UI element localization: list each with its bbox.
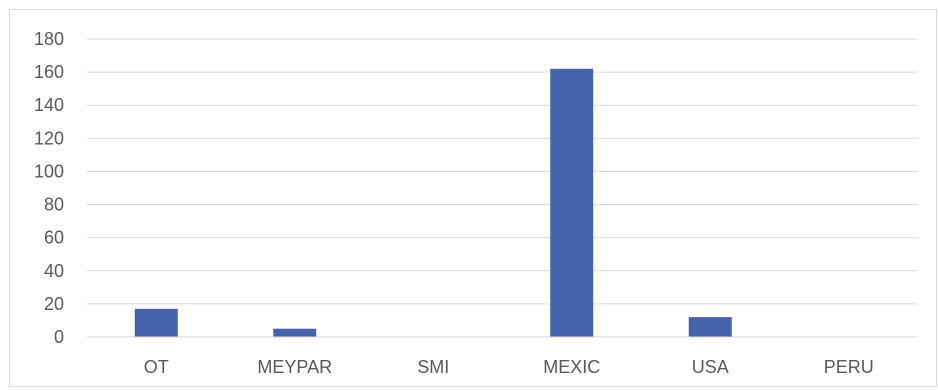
- gridlines: [87, 38, 918, 305]
- y-tick-label: 160: [34, 62, 64, 82]
- x-category-label: MEYPAR: [257, 357, 332, 377]
- bar-ot: [134, 308, 178, 337]
- x-category-label: MEXIC: [543, 357, 600, 377]
- bars: [134, 68, 732, 338]
- y-tick-label: 100: [34, 161, 64, 181]
- bar-meypar: [273, 328, 317, 337]
- y-tick-label: 180: [34, 29, 64, 49]
- y-tick-label: 40: [44, 261, 64, 281]
- y-tick-label: 60: [44, 228, 64, 248]
- x-category-label: USA: [692, 357, 729, 377]
- x-category-labels: OT MEYPAR SMI MEXIC USA PERU: [144, 357, 874, 377]
- y-tick-label: 140: [34, 95, 64, 115]
- bar-usa: [688, 317, 732, 337]
- x-category-label: OT: [144, 357, 169, 377]
- y-tick-label: 120: [34, 128, 64, 148]
- y-tick-label: 20: [44, 294, 64, 314]
- x-category-label: SMI: [417, 357, 449, 377]
- y-tick-labels: 0 20 40 60 80 100 120 140 160 180: [34, 29, 64, 347]
- y-tick-label: 0: [54, 327, 64, 347]
- bar-mexic: [550, 68, 594, 338]
- x-category-label: PERU: [824, 357, 874, 377]
- y-tick-label: 80: [44, 195, 64, 215]
